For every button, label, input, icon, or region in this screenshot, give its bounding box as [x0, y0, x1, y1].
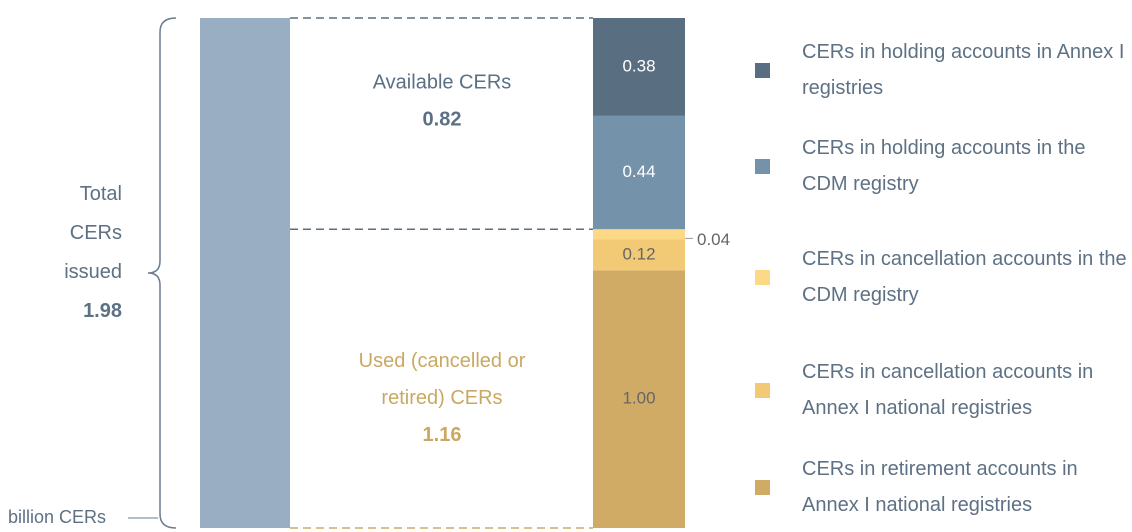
legend-label: CERs in cancellation accounts in the CDM… — [802, 248, 1127, 306]
brace — [147, 17, 177, 529]
legend-label: CERs in holding accounts in Annex I regi… — [802, 41, 1125, 99]
total-label: Total — [80, 183, 122, 205]
legend-swatch — [755, 63, 770, 78]
annotation-value: 0.82 — [423, 108, 462, 130]
value-label: 0.12 — [622, 244, 655, 263]
legend-label: CERs in holding accounts in the CDM regi… — [802, 137, 1086, 195]
bar-segment — [593, 115, 685, 230]
total-bar — [200, 18, 290, 528]
unit-label: billion CERs — [8, 507, 106, 527]
annotation-label: Used (cancelled or — [359, 350, 526, 372]
value-label: 0.04 — [697, 230, 730, 249]
legend-swatch — [755, 480, 770, 495]
legend-swatch — [755, 383, 770, 398]
annotation-value: 1.16 — [423, 424, 462, 446]
legend-label: CERs in retirement accounts in Annex I n… — [802, 458, 1078, 516]
total-label: CERs — [70, 222, 122, 244]
value-label: 1.00 — [622, 389, 655, 408]
bar-segment — [593, 270, 685, 528]
legend-swatch — [755, 159, 770, 174]
value-label: 0.44 — [622, 162, 655, 181]
value-label: 0.38 — [622, 56, 655, 75]
legend-label: CERs in cancellation accounts in Annex I… — [802, 361, 1094, 419]
bar-segment — [593, 18, 685, 116]
legend-swatch — [755, 270, 770, 285]
annotation-label: retired) CERs — [381, 387, 502, 409]
bar-segment — [593, 239, 685, 271]
bar-segment — [593, 229, 685, 240]
annotation-label: Available CERs — [373, 71, 512, 93]
total-label: issued — [64, 261, 122, 283]
total-value: 1.98 — [83, 300, 122, 322]
